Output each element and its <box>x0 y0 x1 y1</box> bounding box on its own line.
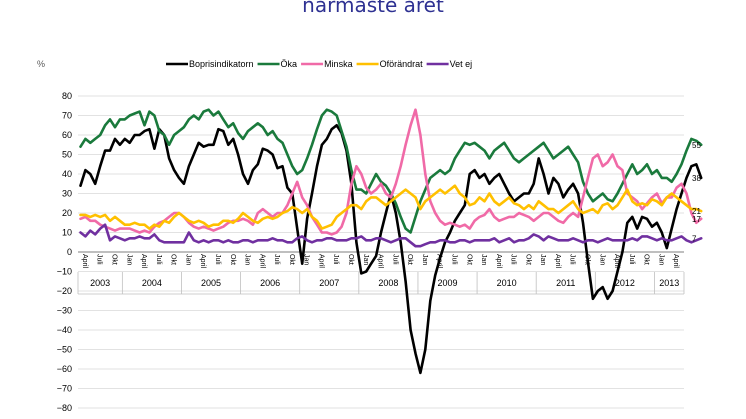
x-month-label: April <box>613 254 620 268</box>
x-month-label: Jan <box>244 254 251 265</box>
x-month-label: Okt <box>643 254 650 265</box>
x-month-label: April <box>554 254 561 268</box>
series-line-of-r-ndrat <box>79 184 703 230</box>
end-label: 17 <box>692 215 701 224</box>
x-month-label: Okt <box>288 254 295 265</box>
x-month-label: Okt <box>229 254 236 265</box>
legend: Boprisindikatorn Öka Minska Oförändrat Vet e… <box>166 59 472 69</box>
series-lines <box>79 108 703 375</box>
x-month-label: Jan <box>598 254 605 265</box>
x-month-label: Juli <box>96 254 103 265</box>
chart-title: närmaste året <box>302 0 444 17</box>
x-month-label: Juli <box>214 254 221 265</box>
y-tick-label: 30 <box>62 189 72 199</box>
x-month-label: Jan <box>184 254 191 265</box>
x-month-label: April <box>495 254 502 268</box>
y-tick-label: −50 <box>57 345 72 355</box>
y-tick-label: 60 <box>62 130 72 140</box>
legend-label: Öka <box>281 59 298 69</box>
x-month-label: Okt <box>406 254 413 265</box>
x-month-label: Jan <box>421 254 428 265</box>
y-tick-label: −30 <box>57 306 72 316</box>
x-year-label: 2011 <box>556 278 575 288</box>
series-line-vet-ej <box>79 223 703 248</box>
y-tick-label: −70 <box>57 384 72 394</box>
y-tick-label: 70 <box>62 111 72 121</box>
x-month-label: Juli <box>391 254 398 265</box>
x-year-label: 2006 <box>260 278 280 288</box>
x-month-label: April <box>672 254 679 268</box>
x-year-label: 2003 <box>90 278 110 288</box>
x-year-label: 2004 <box>142 278 162 288</box>
x-year-label: 2008 <box>378 278 398 288</box>
x-axis: April Juli Okt Jan April Juli Okt Jan April Juli O… <box>77 254 685 295</box>
x-month-label: Okt <box>111 254 118 265</box>
y-tick-label: −10 <box>57 267 72 277</box>
y-tick-label: −80 <box>57 403 72 413</box>
x-month-label: Juli <box>569 254 576 265</box>
x-month-label: April <box>140 254 147 268</box>
x-month-label: Jan <box>125 254 132 265</box>
x-month-label: Juli <box>628 254 635 265</box>
x-year-label: 2012 <box>615 278 635 288</box>
end-label: 55 <box>692 141 701 150</box>
x-month-label: Okt <box>170 254 177 265</box>
x-year-label: 2005 <box>201 278 221 288</box>
x-month-label: April <box>377 254 384 268</box>
y-tick-label: −20 <box>57 286 72 296</box>
x-month-label: Juli <box>510 254 517 265</box>
x-year-label: 2010 <box>497 278 517 288</box>
x-month-label: April <box>317 254 324 268</box>
x-year-label: 2009 <box>437 278 457 288</box>
x-month-label: April <box>199 254 206 268</box>
y-axis-unit: % <box>37 59 45 69</box>
y-axis-ticks: 80 70 60 50 40 30 20 10 0 −10 −20 −30 −40 −50 −60 −70 −8… <box>57 91 72 413</box>
y-tick-label: 40 <box>62 169 72 179</box>
x-month-label: Jan <box>480 254 487 265</box>
x-month-label: Okt <box>347 254 354 265</box>
x-month-label: Juli <box>155 254 162 265</box>
x-month-label: Juli <box>273 254 280 265</box>
x-month-label: April <box>258 254 265 268</box>
y-tick-label: 0 <box>67 247 72 257</box>
x-year-label: 2007 <box>319 278 339 288</box>
legend-label: Oförändrat <box>380 59 424 69</box>
end-label: 21 <box>692 207 701 216</box>
x-month-label: Okt <box>524 254 531 265</box>
y-tick-label: 10 <box>62 228 72 238</box>
x-month-label: Juli <box>450 254 457 265</box>
y-tick-label: 50 <box>62 150 72 160</box>
end-label: 7 <box>692 234 697 243</box>
x-month-label: Juli <box>332 254 339 265</box>
x-month-label: Jan <box>657 254 664 265</box>
legend-label: Boprisindikatorn <box>189 59 254 69</box>
y-tick-label: 80 <box>62 91 72 101</box>
legend-label: Minska <box>324 59 353 69</box>
y-tick-label: −40 <box>57 325 72 335</box>
x-month-label: Jan <box>539 254 546 265</box>
y-tick-label: −60 <box>57 364 72 374</box>
end-label: 38 <box>692 174 701 183</box>
x-month-label: April <box>81 254 88 268</box>
series-line--ka <box>79 108 703 234</box>
x-month-label: Jan <box>362 254 369 265</box>
legend-label: Vet ej <box>450 59 473 69</box>
y-tick-label: 20 <box>62 208 72 218</box>
x-year-label: 2013 <box>659 278 679 288</box>
x-month-label: Jan <box>303 254 310 265</box>
x-month-label: Okt <box>465 254 472 265</box>
